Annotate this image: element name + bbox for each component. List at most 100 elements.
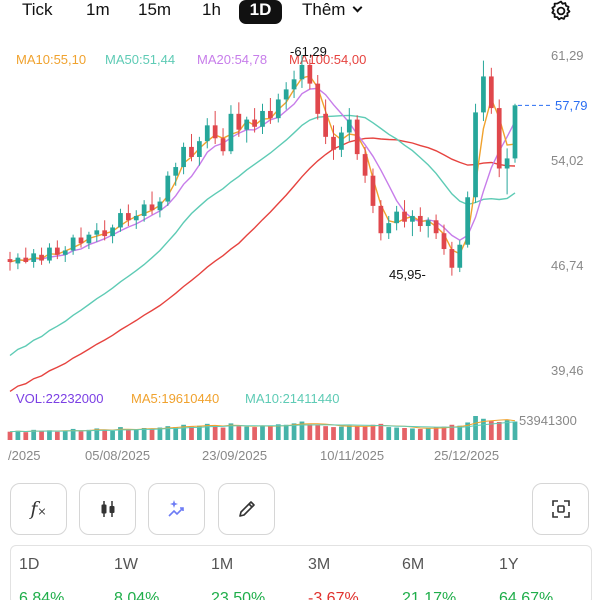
volume-bar [417, 428, 423, 440]
candle-body [504, 158, 510, 169]
chart-type-button[interactable] [79, 483, 136, 535]
candle-body [141, 204, 147, 216]
perf-period: 1W [114, 556, 138, 573]
price-axis-label-1: 61,29 [551, 48, 584, 63]
volume-bar [47, 430, 52, 440]
volume-bar [236, 426, 242, 440]
perf-period: 1Y [499, 556, 519, 573]
candle-body [173, 167, 179, 176]
volume-bar [386, 427, 392, 440]
perf-period: 1D [19, 556, 40, 573]
volume-bar [244, 426, 250, 440]
candle-body [323, 113, 328, 137]
volume-bar [410, 428, 415, 440]
timeframe-1m[interactable]: 1m [86, 0, 110, 19]
volume-ma5-legend: MA5:19610440 [131, 391, 220, 406]
volume-bar [118, 427, 123, 440]
price-axis-label-2: 54,02 [551, 153, 584, 168]
candle-body [236, 113, 242, 130]
price-axis-label-4: 39,46 [551, 363, 584, 378]
candle-body [110, 227, 115, 237]
high-marker: -61,29 [290, 44, 327, 59]
volume-bar [441, 426, 447, 440]
candle-body [70, 237, 76, 251]
candle-body [118, 213, 123, 228]
volume-bar [149, 428, 155, 440]
timeframe-tick[interactable]: Tick [22, 0, 53, 19]
sparkle-chart-icon [167, 500, 184, 517]
volume-bar [102, 430, 108, 440]
candle-body [370, 175, 376, 206]
volume-bar [488, 421, 494, 440]
low-value: 45,95 [389, 267, 422, 282]
more-label: Thêm [302, 0, 346, 19]
volume-legend: VOL:22232000 [16, 391, 104, 406]
candle-body [512, 105, 518, 159]
volume-bar [7, 431, 13, 440]
candle-body [157, 201, 163, 211]
volume-bar [173, 427, 179, 440]
date-label-5: 25/12/2025 [434, 448, 500, 463]
fx-icon: f× [30, 498, 47, 520]
volume-axis-max: 53941300 [519, 413, 577, 428]
perf-change: 64,67% [499, 590, 554, 600]
volume-bar [504, 420, 510, 440]
volume-bar [449, 424, 455, 440]
candle-body [457, 244, 463, 268]
more-timeframes-button[interactable]: Thêm [302, 0, 363, 20]
indicator-button[interactable]: f× [10, 483, 67, 535]
volume-bar [433, 427, 439, 440]
candle-body [62, 250, 68, 255]
candle-body [228, 113, 234, 152]
candle-body [291, 79, 297, 90]
volume-ma10-line [9, 421, 516, 433]
candle-body [481, 76, 486, 113]
current-price-label: 57,79 [555, 98, 588, 113]
ma50-line [9, 114, 516, 357]
timeframe-15m[interactable]: 15m [138, 0, 172, 19]
volume-bar [465, 422, 471, 440]
volume-bar [315, 425, 321, 440]
volume-bar [354, 426, 360, 440]
candle-body [149, 204, 155, 211]
volume-bar [86, 429, 92, 440]
price-chart[interactable] [0, 40, 600, 470]
volume-bar [299, 421, 305, 440]
candle-body [449, 249, 455, 268]
candle-body [94, 230, 100, 235]
perf-change: 8,04% [114, 590, 160, 600]
ma50-legend: MA50:51,44 [105, 52, 176, 67]
perf-change: 21,17% [402, 590, 457, 600]
volume-bar [15, 430, 21, 440]
volume-bar [197, 425, 202, 440]
volume-bar [370, 424, 376, 440]
draw-button[interactable] [218, 483, 275, 535]
volume-bar [204, 423, 210, 440]
pencil-icon [238, 501, 255, 517]
volume-bar [189, 426, 194, 440]
volume-bar [133, 429, 139, 440]
candle-body [346, 119, 352, 133]
candle-body [54, 247, 60, 255]
timeframe-1d[interactable]: 1D [239, 0, 282, 24]
volume-bar [512, 421, 518, 440]
candle-body [441, 233, 447, 250]
gear-icon[interactable] [549, 0, 573, 23]
candle-body [181, 146, 186, 168]
ai-analysis-button[interactable] [148, 483, 205, 535]
candle-body [417, 215, 423, 227]
timeframe-1h[interactable]: 1h [202, 0, 221, 19]
volume-bar [70, 428, 76, 440]
perf-change: 23,50% [211, 590, 266, 600]
date-label-4: 10/11/2025 [320, 448, 385, 463]
candle-body [339, 132, 344, 150]
candle-body [133, 215, 139, 221]
ma100-line [9, 137, 516, 392]
candlestick-icon [101, 501, 114, 517]
fullscreen-button[interactable] [532, 483, 589, 535]
volume-bar [228, 423, 234, 440]
candle-body [197, 141, 202, 157]
candle-body [315, 83, 321, 114]
candle-body [220, 138, 226, 152]
candle-body [125, 213, 131, 221]
